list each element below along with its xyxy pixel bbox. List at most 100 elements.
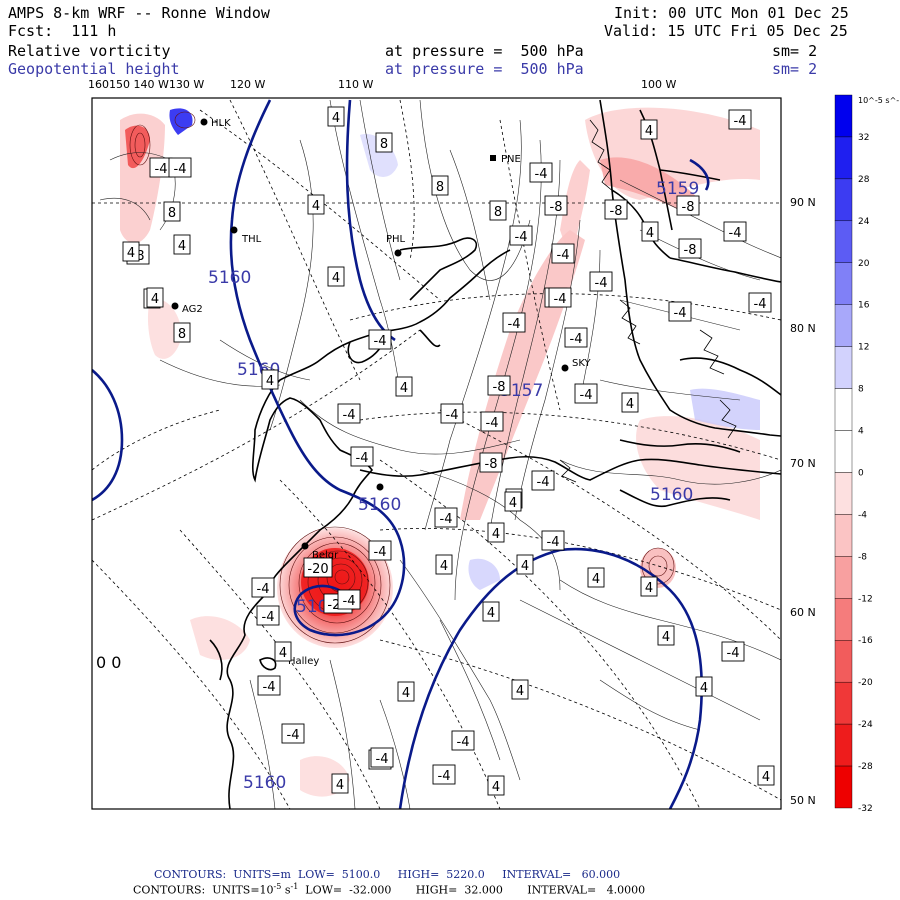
init-time: Init: 00 UTC Mon 01 Dec 25 <box>614 4 849 22</box>
station-marker-thl <box>230 226 238 234</box>
vorticity-label-box <box>337 403 361 424</box>
vorticity-label: 4 <box>127 246 135 261</box>
colorbar-tick-label: 32 <box>858 133 869 143</box>
field1-level: at pressure = 500 hPa <box>385 42 584 60</box>
vorticity-labels: 4 4 8 8 8 4 4 -4 -4 -8 -8 -4 -4 -4 -4 -4 -8 -4 -8 -4 -4 -4 -8 -… <box>122 106 775 796</box>
colorbar-units: 10^-5 s^-1 <box>858 96 900 105</box>
colorbar-swatch <box>834 472 853 515</box>
vorticity-label-box <box>350 446 374 467</box>
vorticity-label-box <box>479 452 503 473</box>
vorticity-label-box <box>723 221 747 242</box>
vorticity-label: -4 <box>287 728 300 743</box>
vorticity-label: -4 <box>457 735 470 750</box>
vorticity-label: 4 <box>645 124 653 139</box>
vorticity-label: -4 <box>580 388 593 403</box>
vorticity-label: -4 <box>734 114 747 129</box>
colorbar-swatch <box>834 388 853 431</box>
vorticity-label-box <box>173 322 191 343</box>
vorticity-label: 4 <box>312 199 320 214</box>
vorticity-label: -4 <box>537 475 550 490</box>
height-label: 5159 <box>656 179 699 199</box>
vorticity-label-box <box>480 411 504 432</box>
station-label: SKY <box>572 358 592 369</box>
vorticity-label-box <box>531 470 555 491</box>
colorbar-tick-label: 4 <box>858 427 864 437</box>
vorticity-label: -4 <box>547 535 560 550</box>
vorticity-label-box <box>748 292 772 313</box>
station-marker-ag2 <box>171 302 179 310</box>
vorticity-label-box <box>274 641 292 662</box>
colorbar-tick-label: -20 <box>858 678 873 688</box>
colorbar-tick-label: 0 <box>858 468 864 478</box>
vorticity-label: -8 <box>485 457 498 472</box>
colorbar-tick-label: 28 <box>858 175 870 185</box>
vorticity-shade-nw-blue <box>169 108 193 135</box>
vorticity-label: -4 <box>535 167 548 182</box>
height-label: 5160 <box>650 485 693 505</box>
station-label: HLK <box>211 118 231 129</box>
footer-vorticity-contours: CONTOURS: UNITS=10-5 s-1 LOW= -32.000 HI… <box>133 882 645 897</box>
vorticity-shade-e <box>636 416 760 520</box>
vorticity-label-box <box>337 589 361 610</box>
vorticity-shade <box>147 299 182 359</box>
colorbar-swatch <box>834 304 853 347</box>
colorbar: 10^-5 s^-1 32 28 24 20 16 12 8 4 0 -4 -8 -12 -16 -20 -2… <box>834 94 900 814</box>
vorticity-label-box <box>257 675 281 696</box>
vorticity-label: 8 <box>380 137 388 152</box>
vorticity-label: 4 <box>662 630 670 645</box>
vorticity-label: 4 <box>402 686 410 701</box>
vorticity-label-box <box>728 109 752 130</box>
vorticity-label: 8 <box>494 205 502 220</box>
height-label: 5160 <box>208 268 251 288</box>
vorticity-label: -4 <box>754 297 767 312</box>
station-marker-phl <box>394 249 402 257</box>
footer-text: LOW= -32.000 HIGH= 32.000 INTERVAL= 4.00… <box>298 883 646 897</box>
vorticity-label-box <box>604 199 628 220</box>
vorticity-label-box <box>668 301 692 322</box>
vorticity-label-box <box>564 327 588 348</box>
vorticity-label-box <box>487 522 505 543</box>
vorticity-label-box <box>397 681 415 702</box>
vorticity-label: -4 <box>674 306 687 321</box>
vorticity-label-box <box>303 557 333 578</box>
vorticity-label: 4 <box>400 381 408 396</box>
vorticity-label: -8 <box>610 204 623 219</box>
vorticity-label: 8 <box>178 327 186 342</box>
colorbar-swatch <box>834 556 853 599</box>
valid-time: Valid: 15 UTC Fri 05 Dec 25 <box>604 22 848 40</box>
station-label: Halley <box>288 656 319 667</box>
vorticity-label: -8 <box>493 380 506 395</box>
vorticity-label-box <box>432 764 456 785</box>
vorticity-label: 4 <box>492 780 500 795</box>
colorbar-swatch <box>834 723 853 767</box>
lon-label: 160150 140 W130 W <box>88 78 205 91</box>
colorbar-tick-label: -4 <box>858 510 867 520</box>
vorticity-label: 8 <box>168 206 176 221</box>
footer-text: s <box>281 883 291 897</box>
field2-name: Geopotential height <box>8 60 180 78</box>
vorticity-label: 4 <box>279 646 287 661</box>
colorbar-tick-label: -16 <box>858 636 873 646</box>
vorticity-label: 4 <box>646 226 654 241</box>
vorticity-label: -4 <box>515 230 528 245</box>
lat-label: 70 N <box>790 457 816 470</box>
vorticity-label: -4 <box>262 610 275 625</box>
footer-superscript: -5 <box>273 882 282 891</box>
station-marker-pne <box>490 155 496 161</box>
vorticity-label: -4 <box>343 408 356 423</box>
vorticity-label: 4 <box>487 606 495 621</box>
station-marker-belgr <box>301 542 309 550</box>
vorticity-label-box <box>173 234 191 255</box>
footer-superscript: -1 <box>290 882 299 891</box>
height-label: 5160 <box>243 773 286 793</box>
vorticity-label: -4 <box>343 594 356 609</box>
vorticity-label-box <box>551 243 575 264</box>
vorticity-label: -4 <box>174 162 187 177</box>
colorbar-swatch <box>834 765 853 809</box>
vorticity-label-box <box>168 157 192 178</box>
lon-label: 110 W <box>338 78 374 91</box>
vorticity-shade-blue <box>360 134 398 177</box>
colorbar-swatch <box>834 136 853 180</box>
vorticity-label-box <box>541 530 565 551</box>
